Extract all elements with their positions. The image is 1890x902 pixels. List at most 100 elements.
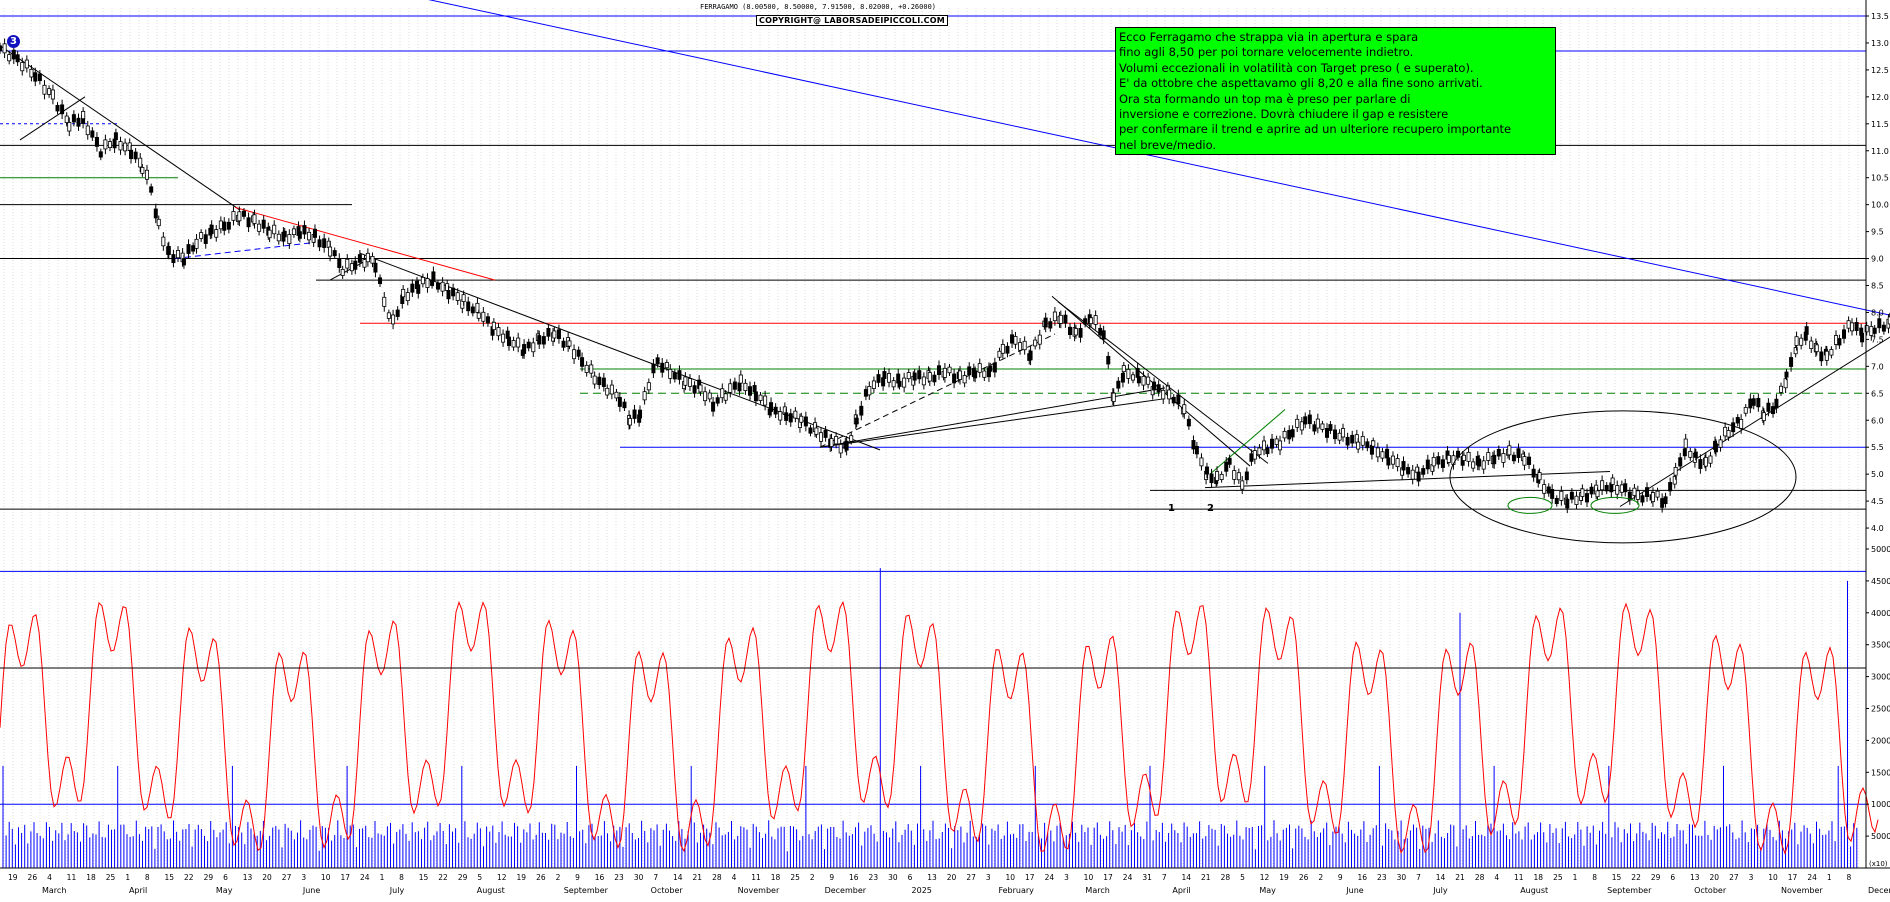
candle-body xyxy=(1550,489,1555,499)
candle-body xyxy=(90,130,95,138)
x-day-label: 11 xyxy=(67,873,77,882)
pattern-ellipse xyxy=(1449,410,1797,544)
candle-body xyxy=(1837,338,1842,346)
candle-body xyxy=(461,294,466,302)
candle-body xyxy=(849,435,854,442)
candle-body xyxy=(1486,452,1491,461)
candle-body xyxy=(485,316,490,324)
candle-body xyxy=(410,283,415,293)
candle-body xyxy=(778,411,783,421)
candle-body xyxy=(98,151,103,158)
candle-body xyxy=(580,357,585,367)
candle-body xyxy=(769,402,774,412)
candle-body xyxy=(977,363,982,373)
candle-body xyxy=(1774,398,1779,409)
candle-body xyxy=(556,329,561,339)
candle-body xyxy=(161,236,166,247)
candle-body xyxy=(118,141,123,151)
x-month-label: November xyxy=(1781,886,1823,895)
x-month-label: July xyxy=(1432,886,1448,895)
x-day-label: 14 xyxy=(673,873,683,882)
candle-body xyxy=(572,349,577,360)
x-day-label: 18 xyxy=(1534,873,1544,882)
x-day-label: 2 xyxy=(810,873,815,882)
candle-body xyxy=(1120,372,1125,383)
candle-body xyxy=(218,220,223,230)
candle-body xyxy=(1663,496,1668,505)
price-tick-label: 7.0 xyxy=(1871,362,1884,371)
x-day-label: 16 xyxy=(849,873,859,882)
candle-body xyxy=(707,392,712,400)
x-day-label: 29 xyxy=(458,873,468,882)
candle-body xyxy=(103,139,108,150)
candle-body xyxy=(1063,314,1068,324)
candle-body xyxy=(312,228,317,238)
candle-body xyxy=(1141,375,1146,386)
candle-body xyxy=(191,245,196,252)
candle-body xyxy=(1799,337,1804,346)
candle-body xyxy=(47,88,52,95)
x-day-label: 9 xyxy=(575,873,580,882)
x-day-label: 13 xyxy=(1690,873,1700,882)
bottom-ellipse xyxy=(1590,496,1640,514)
x-month-label: September xyxy=(564,886,609,895)
candle-body xyxy=(317,239,322,248)
candle-body xyxy=(138,157,143,168)
candle-body xyxy=(1660,498,1665,508)
candle-body xyxy=(1152,381,1157,391)
candle-body xyxy=(838,443,843,454)
candle-body xyxy=(60,104,65,115)
price-tick-label: 6.5 xyxy=(1871,389,1884,398)
candle-body xyxy=(1265,447,1270,455)
candle-body xyxy=(829,438,834,447)
candle-body xyxy=(1048,321,1053,329)
candle-body xyxy=(1345,436,1350,446)
candle-body xyxy=(1595,490,1600,498)
x-day-label: 17 xyxy=(1025,873,1035,882)
candle-body xyxy=(1766,402,1771,412)
candle-body xyxy=(1089,317,1094,325)
candle-body xyxy=(632,409,637,419)
candle-body xyxy=(481,311,486,322)
candle-body xyxy=(683,376,688,386)
candle-body xyxy=(784,412,789,421)
candle-body xyxy=(1522,456,1527,466)
candle-body xyxy=(902,377,907,388)
x-day-label: 20 xyxy=(1710,873,1720,882)
candle-body xyxy=(446,290,451,300)
candle-body xyxy=(1492,454,1497,465)
candle-body xyxy=(753,391,758,402)
comment-line: nel breve/medio. xyxy=(1119,137,1217,152)
candle-body xyxy=(876,374,881,383)
candle-body xyxy=(20,62,25,72)
candle-body xyxy=(203,234,208,244)
candle-body xyxy=(1360,436,1365,446)
candle-body xyxy=(1819,351,1824,362)
x-day-label: 7 xyxy=(1416,873,1421,882)
candle-body xyxy=(672,372,677,380)
x-day-label: 9 xyxy=(1338,873,1343,882)
candle-body xyxy=(1627,491,1632,501)
candle-body xyxy=(231,211,236,221)
candle-body xyxy=(814,427,819,435)
volume-tick-label: 10000 xyxy=(1871,800,1890,809)
candle-body xyxy=(1872,327,1877,334)
candle-body xyxy=(567,340,572,347)
candle-body xyxy=(882,371,887,379)
candle-body xyxy=(71,114,76,123)
axis-labels: 13.5 13.0 12.5 12.0 11.5 11.0 10.5 10.0 9.5 9.0 8.… xyxy=(8,12,1890,895)
candle-body xyxy=(859,405,864,416)
candle-body xyxy=(1698,459,1703,469)
candle-body xyxy=(1013,336,1018,345)
x-day-label: 19 xyxy=(517,873,527,882)
candle-body xyxy=(123,142,128,152)
x-day-label: 3 xyxy=(1749,873,1754,882)
candle-body xyxy=(241,210,246,217)
candle-body xyxy=(1350,434,1355,444)
candle-body xyxy=(466,301,471,312)
candle-body xyxy=(992,362,997,373)
candle-body xyxy=(1325,428,1330,438)
candle-body xyxy=(1864,325,1869,333)
comment-line: E' da ottobre che aspettavamo gli 8,20 e… xyxy=(1119,76,1483,91)
candle-body xyxy=(1224,461,1229,472)
